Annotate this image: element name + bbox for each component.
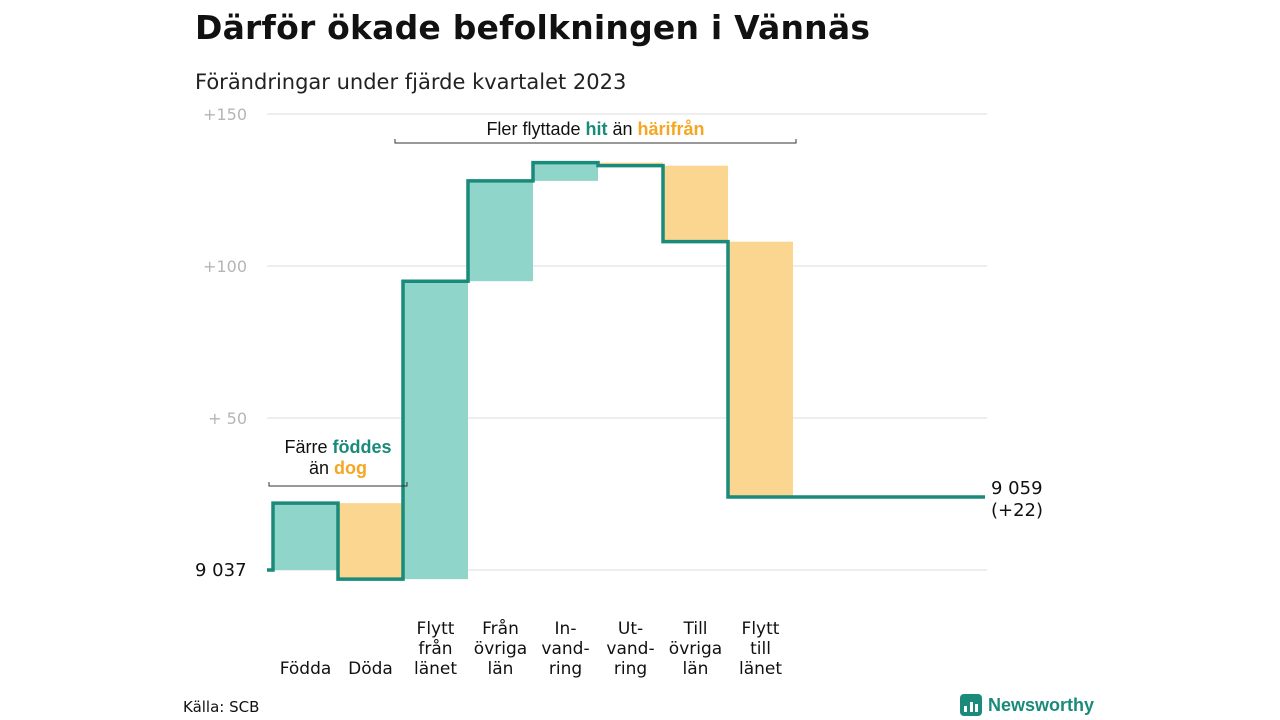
end-change-label: (+22) xyxy=(991,500,1043,521)
category-label: Flytt xyxy=(742,619,780,639)
waterfall-bar xyxy=(274,503,338,570)
chart-title: Därför ökade befolkningen i Vännäs xyxy=(195,8,871,47)
cumulative-line xyxy=(267,160,985,581)
annotation-migration: Fler flyttade hit än härifrån xyxy=(486,119,704,139)
source-note: Källa: SCB xyxy=(183,698,260,716)
category-label: ring xyxy=(549,659,582,679)
category-label: ring xyxy=(614,659,647,679)
brand-name: Newsworthy xyxy=(988,694,1095,715)
annotation-bracket xyxy=(394,139,797,144)
category-label: Från xyxy=(482,618,519,639)
bar-chart-icon xyxy=(960,694,982,716)
category-label: länet xyxy=(739,659,782,679)
category-label: län xyxy=(683,659,709,679)
category-label: till xyxy=(750,639,771,659)
y-tick-label: +150 xyxy=(203,105,247,124)
category-label: Flytt xyxy=(417,619,455,639)
waterfall-bar xyxy=(339,503,403,580)
category-label: övriga xyxy=(669,639,722,659)
category-label: län xyxy=(488,659,514,679)
waterfall-bar xyxy=(664,165,728,242)
annotation-births-line1: Färre föddes xyxy=(284,437,391,457)
category-label: länet xyxy=(414,659,457,679)
annotation-bracket xyxy=(268,482,408,487)
y-tick-label: +100 xyxy=(203,257,247,276)
category-label: från xyxy=(418,638,452,659)
y-tick-label: + 50 xyxy=(208,409,247,428)
waterfall-bar xyxy=(729,241,793,498)
end-value-label: 9 059 xyxy=(991,478,1043,499)
category-label: övriga xyxy=(474,639,527,659)
start-value-label: 9 037 xyxy=(195,560,247,581)
waterfall-bar xyxy=(534,162,598,181)
category-label: vand- xyxy=(606,639,654,659)
category-label: Födda xyxy=(280,659,332,679)
category-label: Ut- xyxy=(618,619,643,639)
category-label: Döda xyxy=(348,659,393,679)
category-label: vand- xyxy=(541,639,589,659)
category-label: Till xyxy=(682,619,707,639)
waterfall-bar xyxy=(404,281,468,580)
brand-logo: Newsworthy xyxy=(960,694,1094,716)
chart-subtitle: Förändringar under fjärde kvartalet 2023 xyxy=(195,70,627,94)
category-label: In- xyxy=(555,619,577,639)
waterfall-bar xyxy=(469,180,533,282)
annotation-births-line2: än dog xyxy=(309,458,367,478)
